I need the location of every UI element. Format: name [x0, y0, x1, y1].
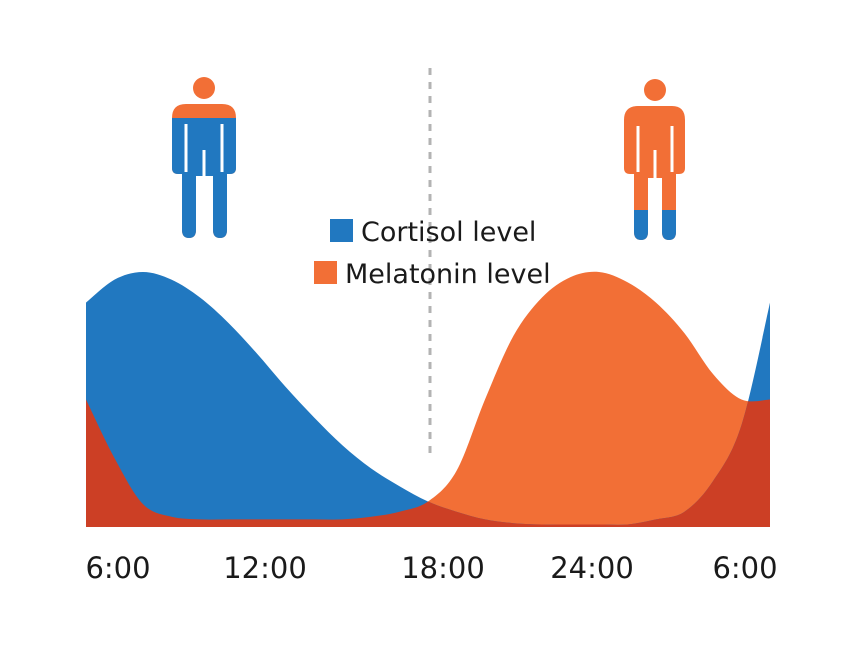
person-icon-sleepy: [624, 79, 685, 240]
x-axis: 6:00 12:00 18:00 24:00 6:00: [85, 551, 777, 585]
x-tick-label: 6:00: [712, 551, 777, 585]
plot-areas: [86, 271, 770, 527]
x-tick-label: 24:00: [550, 551, 634, 585]
x-tick-label: 18:00: [401, 551, 485, 585]
legend: Cortisol level Melatonin level: [314, 217, 551, 290]
x-tick-label: 12:00: [223, 551, 307, 585]
person-icon-awake: [172, 77, 236, 238]
legend-swatch-melatonin: [314, 261, 337, 284]
legend-label-cortisol: Cortisol level: [361, 217, 536, 248]
melatonin-area: [86, 271, 770, 527]
x-tick-label: 6:00: [85, 551, 150, 585]
cortisol-area: [86, 272, 770, 527]
legend-label-melatonin: Melatonin level: [345, 259, 551, 290]
legend-swatch-cortisol: [330, 219, 353, 242]
